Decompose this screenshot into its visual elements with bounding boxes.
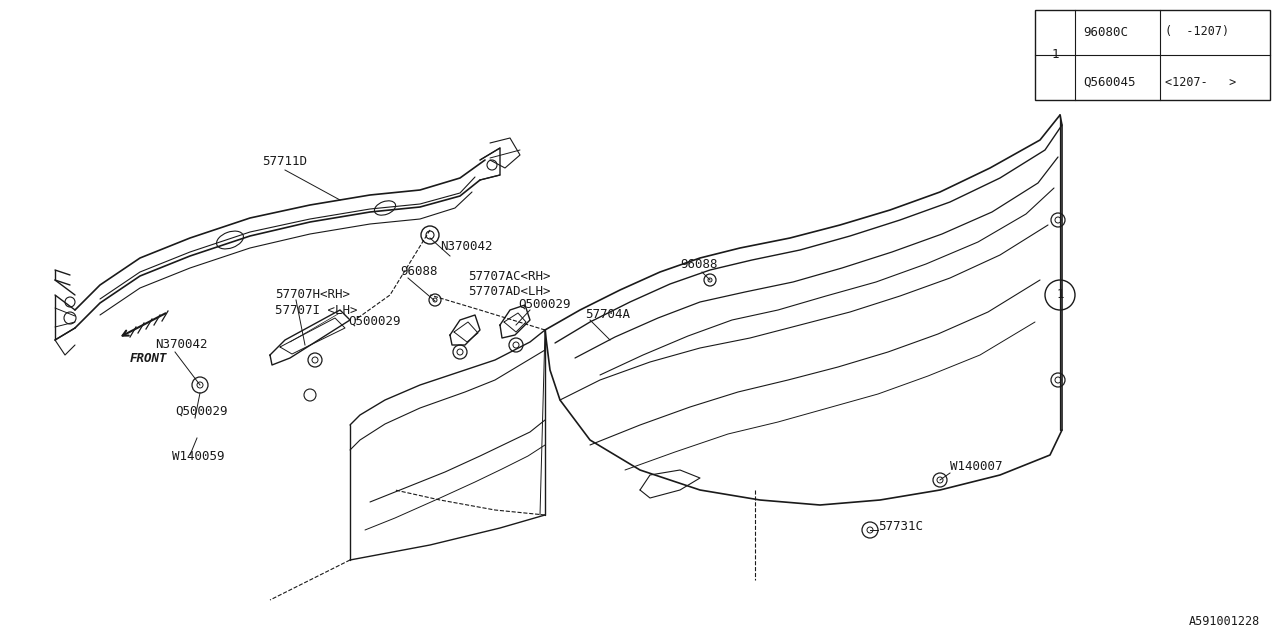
Text: Q500029: Q500029: [348, 315, 401, 328]
Text: 1: 1: [1056, 289, 1064, 301]
Text: N370042: N370042: [440, 240, 493, 253]
Text: 57731C: 57731C: [878, 520, 923, 533]
Text: W140059: W140059: [172, 450, 224, 463]
Text: <1207-   >: <1207- >: [1165, 76, 1236, 88]
Text: N370042: N370042: [155, 338, 207, 351]
Text: (  -1207): ( -1207): [1165, 26, 1229, 38]
Text: W140007: W140007: [950, 460, 1002, 473]
Text: FRONT: FRONT: [129, 352, 166, 365]
Text: 96088: 96088: [680, 258, 718, 271]
Bar: [1036, 10, 1270, 100]
Text: 96088: 96088: [399, 265, 438, 278]
Text: 57711D: 57711D: [262, 155, 307, 168]
Text: 96080C: 96080C: [1083, 26, 1128, 38]
Text: Q560045: Q560045: [1083, 76, 1135, 88]
Text: 57704A: 57704A: [585, 308, 630, 321]
Text: 57707AC<RH>: 57707AC<RH>: [468, 270, 550, 283]
Text: 57707H<RH>: 57707H<RH>: [275, 288, 349, 301]
Text: 57707AD<LH>: 57707AD<LH>: [468, 285, 550, 298]
Text: Q500029: Q500029: [518, 298, 571, 311]
Text: 1: 1: [1051, 49, 1059, 61]
Text: Q500029: Q500029: [175, 405, 228, 418]
Text: A591001228: A591001228: [1189, 615, 1260, 628]
Text: 57707I <LH>: 57707I <LH>: [275, 304, 357, 317]
